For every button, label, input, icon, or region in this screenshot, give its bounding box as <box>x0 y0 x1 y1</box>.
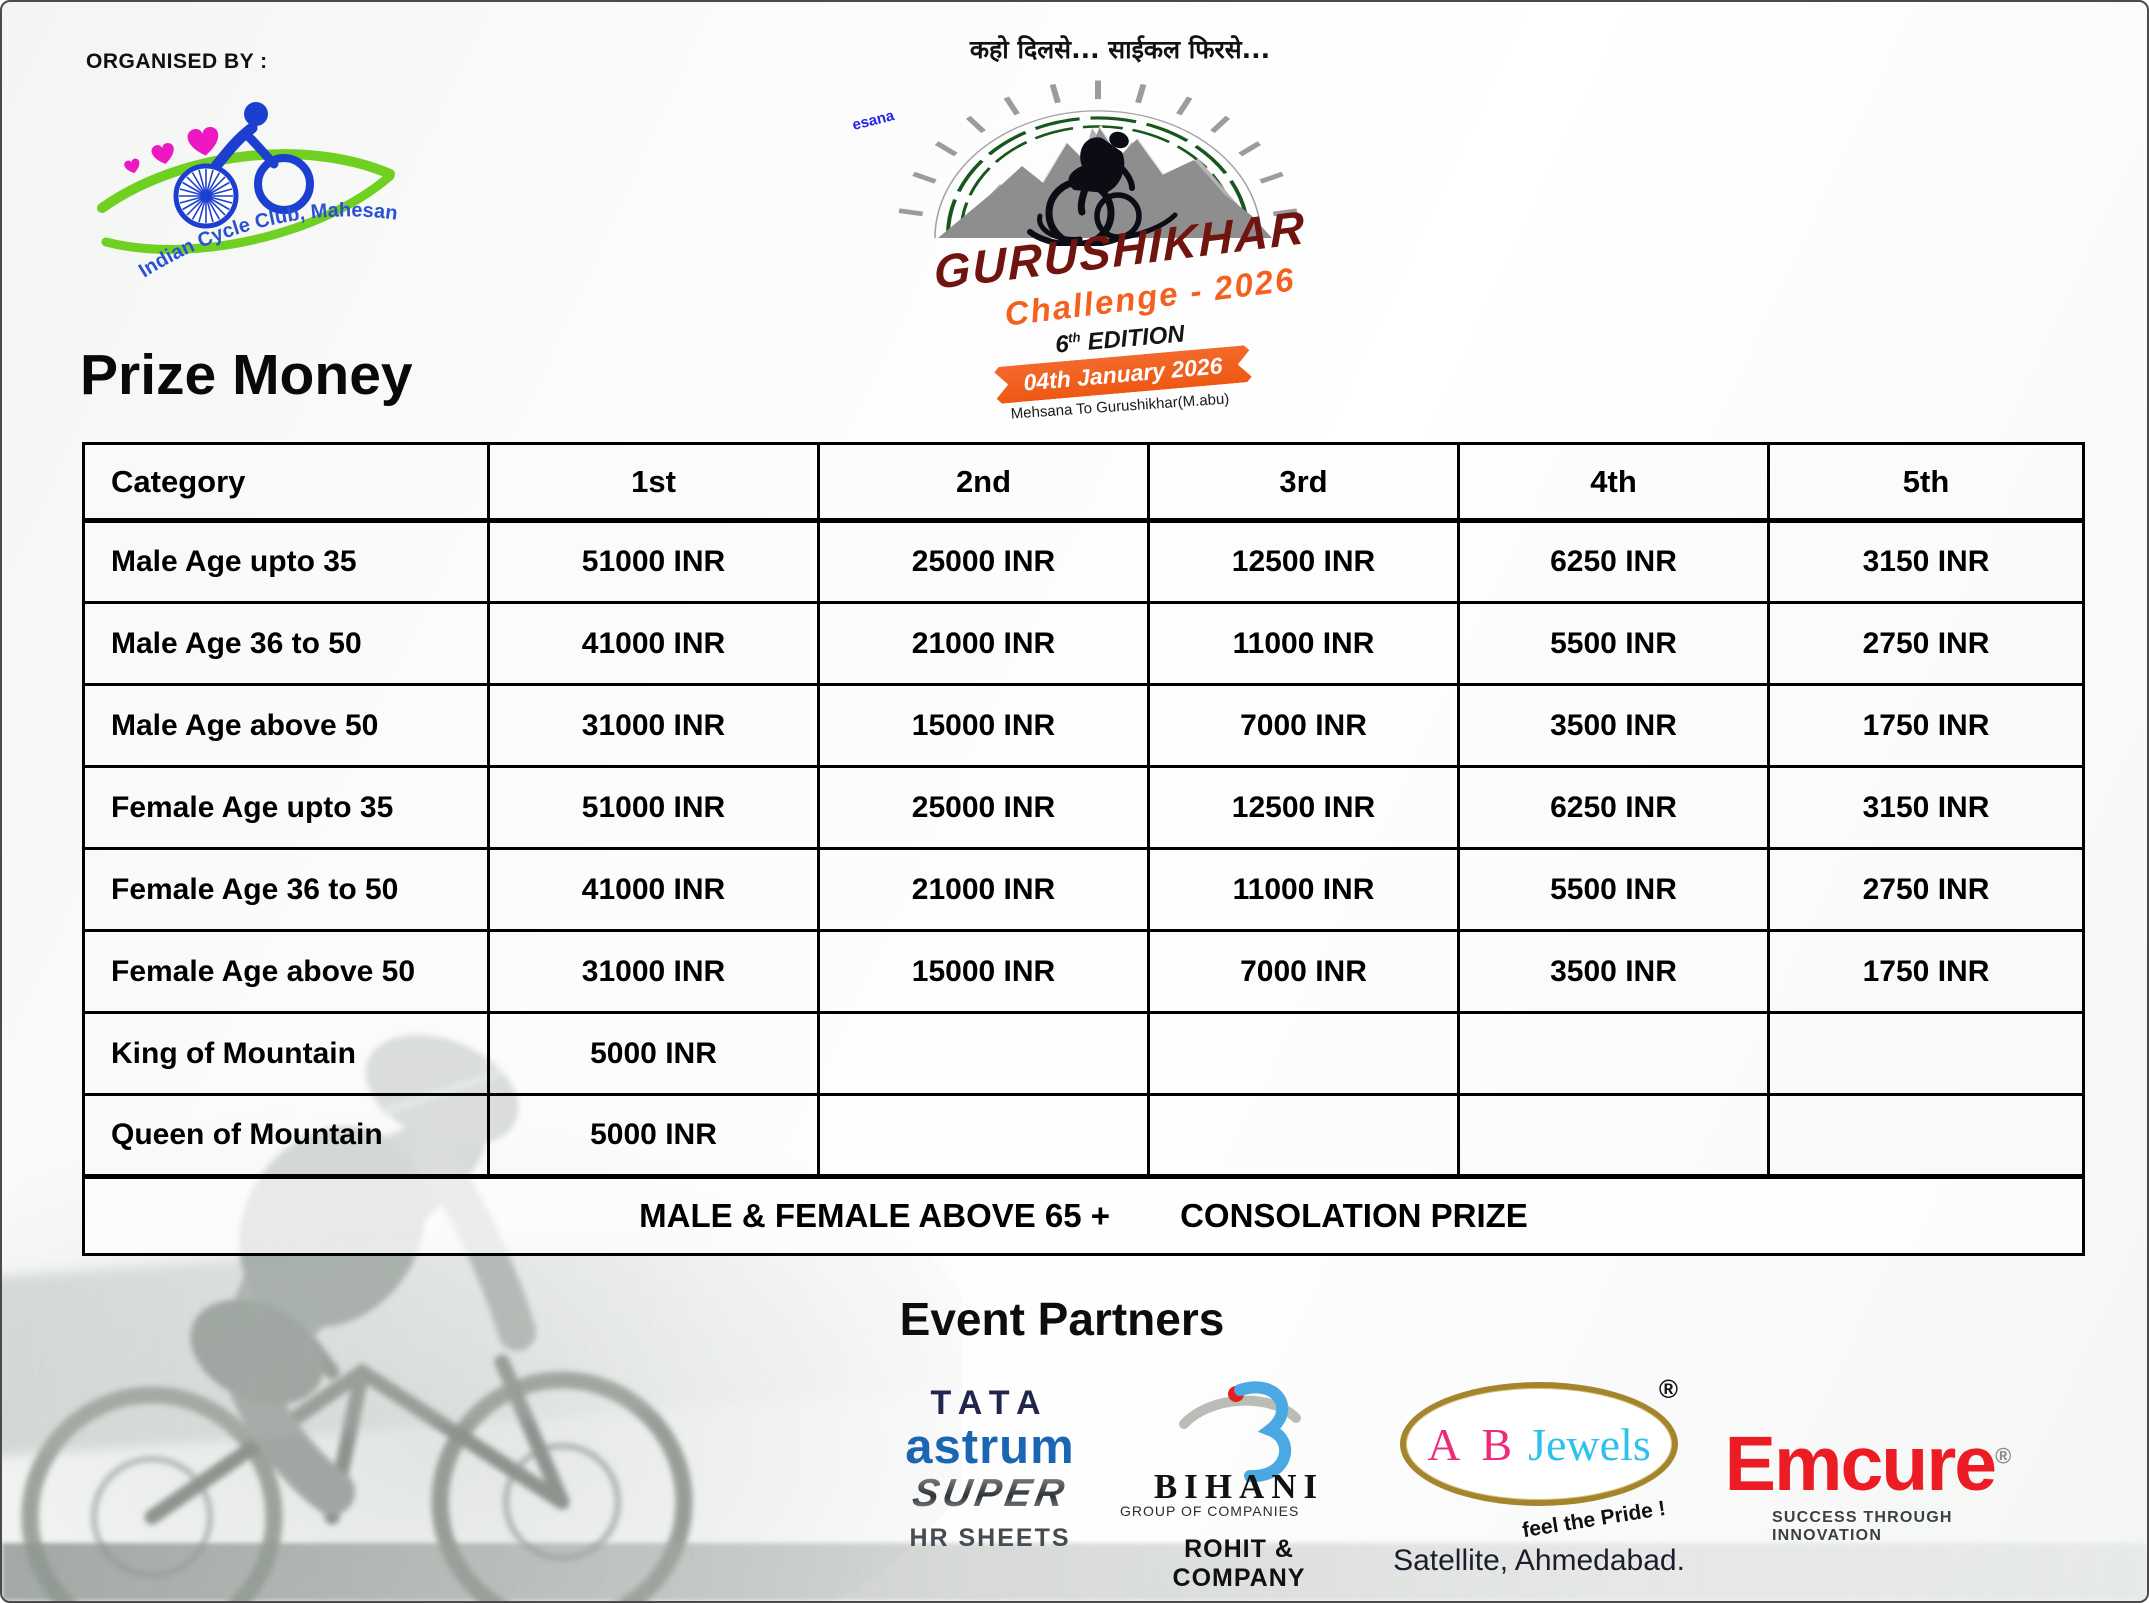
bihani-swirl-icon <box>1179 1381 1301 1483</box>
prize-cell: 5000 INR <box>487 1011 820 1096</box>
footer-right-text: CONSOLATION PRIZE <box>1180 1197 1528 1234</box>
prize-cell: 11000 INR <box>1147 601 1460 686</box>
astrum-grade-text: SUPER <box>909 1472 1072 1515</box>
prize-table-body: Male Age upto 35 51000 INR 25000 INR 12500 … <box>82 519 2085 1178</box>
ab-jewels-gold-ellipse: A B Jewels ® <box>1400 1374 1678 1506</box>
hindi-tagline: कहो दिलसे... साईकल फिरसे... <box>969 35 1271 64</box>
prize-cell: 12500 INR <box>1147 765 1460 850</box>
prize-cell: 5500 INR <box>1457 601 1770 686</box>
ab-jewels-location: Satellite, Ahmedabad. <box>1393 1544 1685 1577</box>
column-header: 4th <box>1457 442 1770 523</box>
column-header: 2nd <box>817 442 1150 523</box>
table-row: Male Age upto 35 51000 INR 25000 INR 12500 … <box>82 519 2085 604</box>
table-row: Female Age 36 to 50 41000 INR 21000 INR 110… <box>82 847 2085 932</box>
category-cell: Male Age above 50 <box>82 683 490 768</box>
prize-cell: 25000 INR <box>817 765 1150 850</box>
event-logo-block: कहो दिलसे... साईकल फिरसे... <box>860 26 1380 426</box>
prize-cell <box>1767 1011 2085 1096</box>
prize-cell: 3150 INR <box>1767 519 2085 604</box>
prize-cell: 3500 INR <box>1457 929 1770 1014</box>
prize-cell: 12500 INR <box>1147 519 1460 604</box>
table-row: Male Age above 50 31000 INR 15000 INR 7000 … <box>82 683 2085 768</box>
jewels-text: Jewels <box>1528 1418 1651 1470</box>
prize-cell <box>1147 1011 1460 1096</box>
category-cell: Female Age 36 to 50 <box>82 847 490 932</box>
prize-table-head-row: Category 1st 2nd 3rd 4th 5th <box>82 442 2085 523</box>
prize-cell: 15000 INR <box>817 683 1150 768</box>
table-row: King of Mountain 5000 INR <box>82 1011 2085 1096</box>
event-partners-title: Event Partners <box>899 1293 1225 1345</box>
prize-cell <box>817 1093 1150 1178</box>
registered-mark: ® <box>1658 1374 1678 1404</box>
mountain-sunrays-cyclist-emblem-icon <box>898 80 1298 246</box>
partner-bihani-logo: BIHANI GROUP OF COMPANIES ROHIT & COMPAN… <box>1114 1376 1364 1593</box>
tata-brand-text: TATA <box>930 1384 1050 1422</box>
category-cell: Female Age above 50 <box>82 929 490 1014</box>
hr-sheets-text: HR SHEETS <box>909 1524 1071 1552</box>
column-header: 5th <box>1767 442 2085 523</box>
prize-cell: 7000 INR <box>1147 929 1460 1014</box>
partner-emcure-logo: Emcure® SUCCESS THROUGH INNOVATION <box>1702 1426 2032 1545</box>
column-header: 1st <box>487 442 820 523</box>
prize-table: Category 1st 2nd 3rd 4th 5th Male Age upto 35… <box>82 442 2085 1256</box>
prize-cell: 5000 INR <box>487 1093 820 1178</box>
emcure-slogan-text: SUCCESS THROUGH INNOVATION <box>1772 1509 1953 1544</box>
prize-cell: 1750 INR <box>1767 683 2085 768</box>
prize-cell: 11000 INR <box>1147 847 1460 932</box>
prize-cell: 21000 INR <box>817 847 1150 932</box>
column-header: 3rd <box>1147 442 1460 523</box>
prize-cell <box>1457 1011 1770 1096</box>
prize-cell: 51000 INR <box>487 765 820 850</box>
emcure-registered-mark: ® <box>1995 1443 2011 1469</box>
prize-cell: 15000 INR <box>817 929 1150 1014</box>
prize-cell: 41000 INR <box>487 601 820 686</box>
prize-cell: 6250 INR <box>1457 519 1770 604</box>
organiser-block: ORGANISED BY : <box>86 50 416 293</box>
prize-cell: 2750 INR <box>1767 601 2085 686</box>
page-title: Prize Money <box>80 343 413 407</box>
prize-cell: 21000 INR <box>817 601 1150 686</box>
prize-cell: 2750 INR <box>1767 847 2085 932</box>
partner-tata-astrum-logo: TATA astrum SUPER HR SHEETS <box>868 1384 1112 1553</box>
prize-cell: 41000 INR <box>487 847 820 932</box>
prize-cell: 51000 INR <box>487 519 820 604</box>
prize-cell: 5500 INR <box>1457 847 1770 932</box>
prize-cell: 25000 INR <box>817 519 1150 604</box>
prize-cell <box>1147 1093 1460 1178</box>
category-cell: Male Age upto 35 <box>82 519 490 604</box>
table-row: Queen of Mountain 5000 INR <box>82 1093 2085 1178</box>
table-row: Female Age above 50 31000 INR 15000 INR 700… <box>82 929 2085 1014</box>
partner-ab-jewels-logo: A B Jewels ® feel the Pride ! Satellite,… <box>1384 1374 1694 1578</box>
prize-cell: 3500 INR <box>1457 683 1770 768</box>
organised-by-label: ORGANISED BY : <box>86 50 268 73</box>
prize-cell: 7000 INR <box>1147 683 1460 768</box>
table-row: Female Age upto 35 51000 INR 25000 INR 1250… <box>82 765 2085 850</box>
footer-left-text: MALE & FEMALE ABOVE 65 + <box>639 1197 1111 1234</box>
prize-cell: 6250 INR <box>1457 765 1770 850</box>
footer-merged-cell: MALE & FEMALE ABOVE 65 + CONSOLATION PRI… <box>82 1174 2085 1256</box>
emcure-name-text: Emcure® <box>1724 1421 2012 1507</box>
prize-cell <box>1457 1093 1770 1178</box>
category-cell: Queen of Mountain <box>82 1093 490 1178</box>
prize-cell: 31000 INR <box>487 929 820 1014</box>
category-cell: Female Age upto 35 <box>82 765 490 850</box>
column-header: Category <box>82 442 490 523</box>
table-row: Male Age 36 to 50 41000 INR 21000 INR 11000… <box>82 601 2085 686</box>
prize-table-footer-row: MALE & FEMALE ABOVE 65 + CONSOLATION PRI… <box>82 1174 2085 1256</box>
prize-cell <box>817 1011 1150 1096</box>
bihani-group-text: GROUP OF COMPANIES <box>1120 1503 1300 1519</box>
prize-cell: 1750 INR <box>1767 929 2085 1014</box>
category-cell: King of Mountain <box>82 1011 490 1096</box>
category-cell: Male Age 36 to 50 <box>82 601 490 686</box>
indian-cycle-club-logo-icon: Indian Cycle Club, Mahesana <box>86 78 399 282</box>
prize-cell: 3150 INR <box>1767 765 2085 850</box>
astrum-product-text: astrum <box>905 1420 1075 1474</box>
rohit-company-text: ROHIT & COMPANY <box>1172 1535 1306 1592</box>
prize-cell <box>1767 1093 2085 1178</box>
ab-initials-text: A B <box>1427 1418 1519 1470</box>
bihani-name-text: BIHANI <box>1153 1467 1325 1506</box>
prize-cell: 31000 INR <box>487 683 820 768</box>
